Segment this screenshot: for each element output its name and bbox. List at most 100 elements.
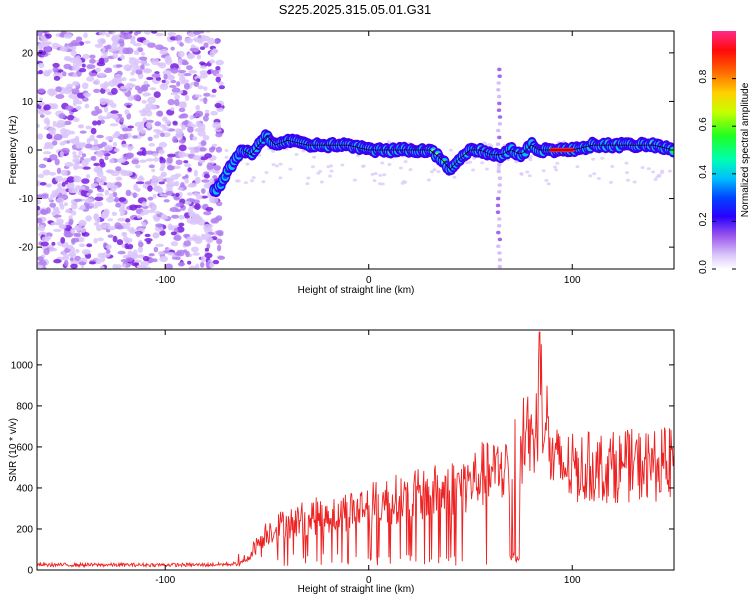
scatter-blob xyxy=(480,161,485,165)
noise-blob xyxy=(44,143,51,148)
scatter-blob xyxy=(319,180,324,184)
scatter-blob xyxy=(528,155,533,159)
scatter-blob xyxy=(224,149,229,152)
noise-blob xyxy=(153,91,161,98)
noise-blob xyxy=(153,246,159,253)
noise-blob xyxy=(85,215,92,222)
noise-blob xyxy=(141,201,147,208)
spike-blob xyxy=(496,88,501,92)
noise-blob xyxy=(176,81,181,87)
noise-blob xyxy=(53,259,62,264)
scatter-blob xyxy=(600,156,605,160)
noise-blob xyxy=(180,182,185,188)
noise-blob xyxy=(206,162,214,170)
noise-blob xyxy=(142,117,147,122)
snr-frame xyxy=(36,329,675,571)
noise-blob xyxy=(75,105,82,111)
noise-blob xyxy=(139,159,147,163)
noise-blob xyxy=(72,151,77,156)
noise-blob xyxy=(147,96,156,104)
noise-blob xyxy=(80,227,87,233)
noise-blob xyxy=(117,157,126,164)
scatter-blob xyxy=(519,172,524,176)
scatter-blob xyxy=(301,149,306,153)
noise-blob xyxy=(209,59,215,64)
noise-blob xyxy=(119,116,124,123)
noise-blob xyxy=(211,143,218,147)
noise-blob xyxy=(100,225,108,230)
colorbar-tick-label: 0.2 xyxy=(698,212,709,226)
noise-blob xyxy=(160,162,166,170)
noise-blob xyxy=(93,162,100,167)
noise-blob xyxy=(186,236,194,242)
noise-blob xyxy=(148,143,155,147)
noise-blob xyxy=(197,85,204,90)
noise-blob xyxy=(48,171,57,176)
noise-blob xyxy=(103,106,109,113)
spectrogram-heatmap xyxy=(37,31,674,269)
noise-blob xyxy=(37,205,41,211)
noise-blob xyxy=(199,46,206,50)
scatter-blob xyxy=(471,168,476,172)
noise-blob xyxy=(55,94,65,99)
snr-y-tick-label: 200 xyxy=(16,524,33,535)
noise-blob xyxy=(192,37,201,41)
noise-blob xyxy=(53,228,62,232)
noise-blob xyxy=(65,105,74,111)
spike-blob xyxy=(497,67,502,72)
noise-blob xyxy=(45,183,52,188)
noise-blob xyxy=(97,72,106,78)
noise-blob xyxy=(94,196,104,202)
noise-blob xyxy=(178,128,184,136)
noise-blob xyxy=(44,46,52,53)
noise-blob xyxy=(143,80,148,85)
scatter-blob xyxy=(306,176,311,180)
noise-blob xyxy=(115,64,123,68)
noise-blob xyxy=(213,165,221,171)
noise-blob xyxy=(68,221,73,226)
noise-blob xyxy=(179,75,186,83)
noise-blob xyxy=(100,54,109,58)
noise-blob xyxy=(129,229,137,234)
noise-blob xyxy=(211,88,217,93)
scatter-blob xyxy=(659,171,664,175)
noise-blob xyxy=(38,69,43,75)
noise-blob xyxy=(68,251,77,258)
noise-blob xyxy=(183,72,192,77)
noise-blob xyxy=(145,119,154,123)
noise-blob xyxy=(193,169,198,177)
noise-blob xyxy=(151,73,161,78)
noise-blob xyxy=(111,87,118,95)
scatter-blob xyxy=(608,180,613,184)
noise-blob xyxy=(37,264,44,269)
spectrogram-x-tick-label: -100 xyxy=(155,275,175,286)
noise-blob xyxy=(140,113,147,117)
noise-blob xyxy=(72,154,81,159)
noise-blob xyxy=(89,72,98,77)
noise-blob xyxy=(119,212,125,216)
noise-blob xyxy=(137,47,144,53)
noise-blob xyxy=(52,140,58,146)
scatter-blob xyxy=(632,180,637,184)
snr-x-tick-label: 100 xyxy=(564,575,581,586)
noise-blob xyxy=(58,69,64,73)
noise-blob xyxy=(183,82,190,90)
noise-blob xyxy=(205,207,214,212)
noise-blob xyxy=(127,125,134,129)
noise-blob xyxy=(146,76,154,81)
scatter-blob xyxy=(525,170,530,174)
noise-blob xyxy=(109,193,114,199)
chart-title: S225.2025.315.05.01.G31 xyxy=(279,2,432,17)
noise-blob xyxy=(110,110,119,114)
noise-blob xyxy=(172,120,178,125)
noise-blob xyxy=(140,261,150,267)
noise-blob xyxy=(118,197,127,202)
noise-blob xyxy=(82,166,91,170)
scatter-blob xyxy=(668,169,672,173)
noise-blob xyxy=(135,69,143,75)
spectrogram-x-tick-label: 100 xyxy=(564,275,581,286)
noise-blob xyxy=(187,167,192,172)
noise-blob xyxy=(125,152,134,160)
